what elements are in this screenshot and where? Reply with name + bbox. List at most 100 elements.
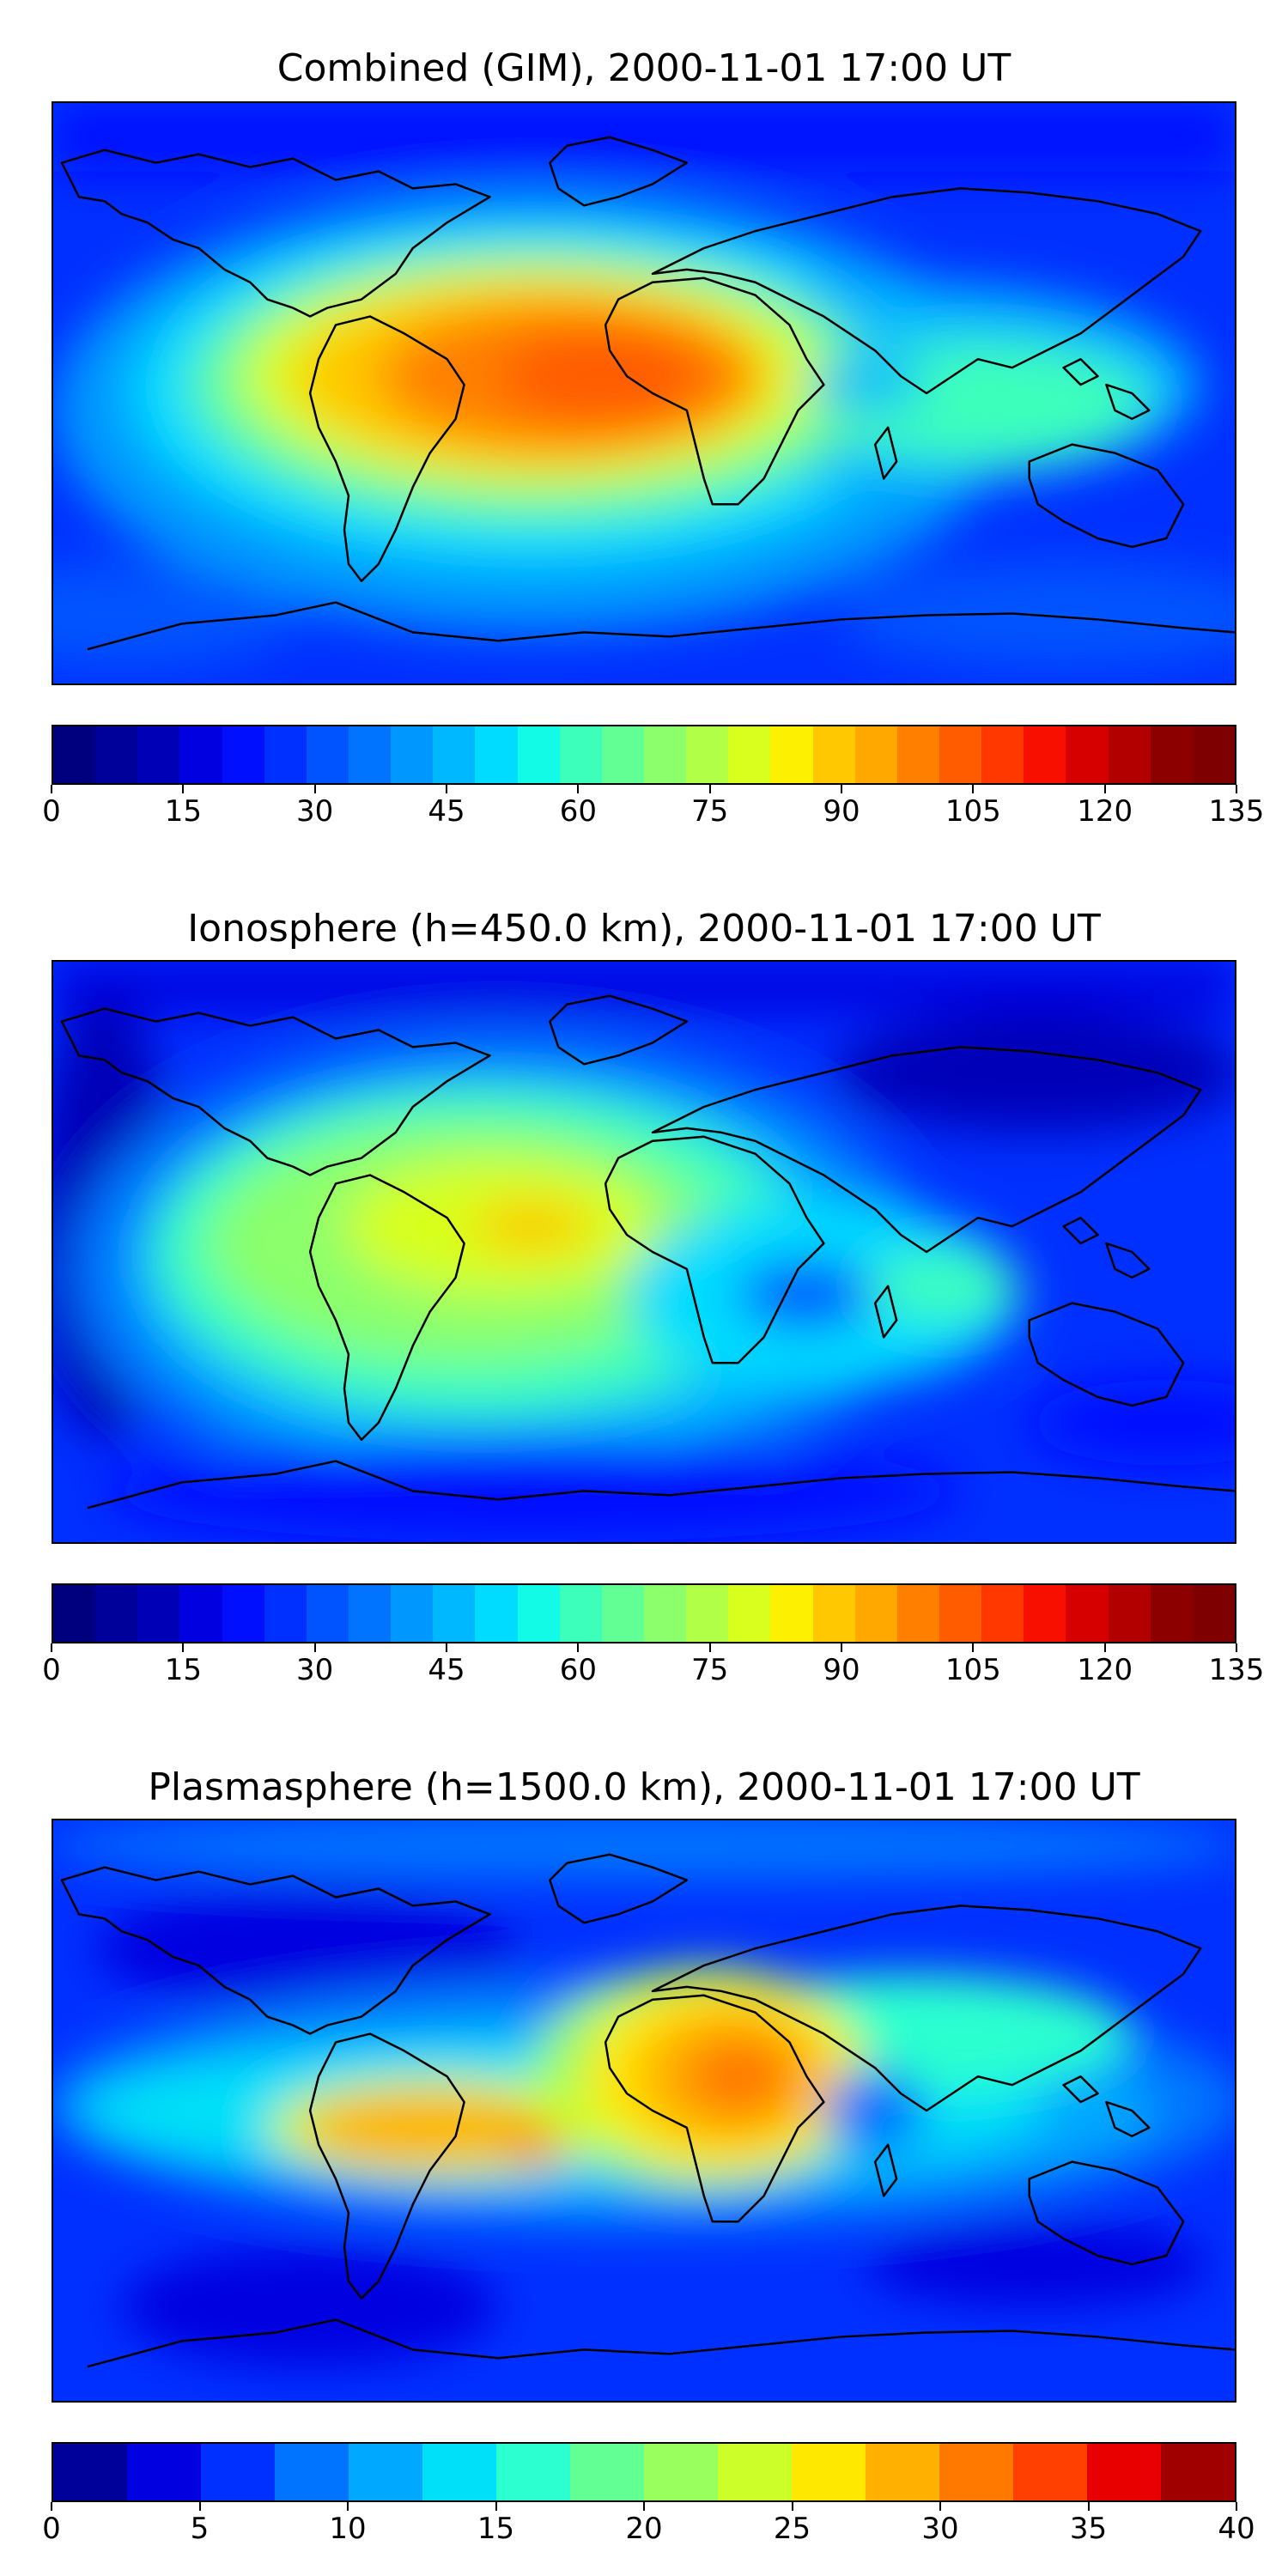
colorbar (52, 725, 1236, 785)
colorbar-ticks: 0 15 30 45 60 75 90 105 120 135 (42, 1643, 1264, 1695)
colorbar-segment (1024, 726, 1066, 783)
colorbar-ticks: 0 15 30 45 60 75 90 105 120 135 (42, 785, 1264, 836)
map-plasmasphere (52, 1819, 1236, 2403)
colorbar-tick-label: 30 (296, 1653, 334, 1687)
colorbar-tick-label: 20 (625, 2512, 663, 2546)
colorbar-tick-label: 105 (945, 1653, 1001, 1687)
colorbar-tick-label: 15 (477, 2512, 515, 2546)
colorbar-tick-label: 135 (1208, 794, 1265, 829)
colorbar-segment (601, 726, 644, 783)
coastlines (60, 136, 1235, 651)
colorbar-tick-label: 25 (773, 2512, 811, 2546)
colorbar-segment (1150, 1585, 1193, 1642)
colorbar-segment (854, 726, 897, 783)
colorbar-segment (391, 726, 434, 783)
colorbar-tick-label: 35 (1069, 2512, 1108, 2546)
panel-title: Plasmasphere (h=1500.0 km), 2000-11-01 1… (148, 1765, 1140, 1809)
colorbar-tick-label: 60 (559, 794, 597, 829)
colorbar-segment (718, 2444, 792, 2500)
colorbar-tick-label: 120 (1077, 1653, 1133, 1687)
colorbar-tick-label: 0 (42, 2512, 61, 2546)
colorbar-segment (1024, 1585, 1066, 1642)
colorbar-segment (53, 726, 96, 783)
tec-map-combined (53, 103, 1235, 683)
colorbar-segment (559, 726, 602, 783)
panel-ionosphere: Ionosphere (h=450.0 km), 2000-11-01 17:0… (0, 859, 1288, 1717)
colorbar-tick-label: 90 (823, 1653, 860, 1687)
colorbar-segment (179, 726, 222, 783)
colorbar-tick-label: 135 (1208, 1653, 1265, 1687)
colorbar-segment (1161, 2444, 1235, 2500)
colorbar (52, 1583, 1236, 1643)
colorbar (52, 2442, 1236, 2502)
colorbar-tick-label: 40 (1218, 2512, 1255, 2546)
colorbar-segment (939, 2444, 1013, 2500)
colorbar-segment (127, 2444, 201, 2500)
colorbar-tick-label: 120 (1077, 794, 1133, 829)
colorbar-segment (981, 726, 1024, 783)
colorbar-segment (275, 2444, 349, 2500)
panel-plasmasphere: Plasmasphere (h=1500.0 km), 2000-11-01 1… (0, 1717, 1288, 2576)
colorbar-segment (896, 726, 939, 783)
colorbar-segment (939, 1585, 982, 1642)
colorbar-segment (866, 2444, 939, 2500)
colorbar-segment (137, 1585, 180, 1642)
colorbar-segment (179, 1585, 222, 1642)
map-ionosphere (52, 960, 1236, 1544)
colorbar-segment (348, 1585, 392, 1642)
panel-title: Combined (GIM), 2000-11-01 17:00 UT (276, 46, 1012, 90)
colorbar-segment (792, 2444, 866, 2500)
colorbar-tick-label: 30 (296, 794, 334, 829)
colorbar-segment (644, 2444, 718, 2500)
colorbar-segment (643, 1585, 687, 1642)
coastlines (60, 1853, 1235, 2368)
colorbar-segment (95, 1585, 138, 1642)
panel-title: Ionosphere (h=450.0 km), 2000-11-01 17:0… (187, 907, 1101, 951)
colorbar-segment (264, 1585, 307, 1642)
colorbar-segment (348, 726, 392, 783)
colorbar-segment (686, 726, 729, 783)
colorbar-segment (812, 726, 855, 783)
tec-map-plasmasphere (53, 1820, 1235, 2401)
colorbar-segment (349, 2444, 422, 2500)
colorbar-segment (496, 2444, 570, 2500)
colorbar-segment (981, 1585, 1024, 1642)
colorbar-ticks: 0 5 10 15 20 25 30 35 40 (42, 2502, 1255, 2554)
colorbar-segment (1108, 726, 1151, 783)
colorbar-segment (433, 726, 476, 783)
colorbar-segment (422, 2444, 496, 2500)
colorbar-segment (475, 726, 518, 783)
colorbar-segment (601, 1585, 644, 1642)
colorbar-segment (570, 2444, 644, 2500)
colorbar-segment (728, 1585, 771, 1642)
colorbar-segment (1087, 2444, 1161, 2500)
colorbar-segment (306, 726, 349, 783)
colorbar-segment (896, 1585, 939, 1642)
colorbar-tick-label: 90 (823, 794, 860, 829)
colorbar-segment (1150, 726, 1193, 783)
colorbar-segment (53, 1585, 96, 1642)
colorbar-tick-label: 75 (691, 794, 729, 829)
colorbar-segment (559, 1585, 602, 1642)
colorbar-segment (770, 1585, 813, 1642)
colorbar-segment (306, 1585, 349, 1642)
colorbar-tick-label: 0 (42, 794, 61, 829)
colorbar-segment (137, 726, 180, 783)
colorbar-segment (1192, 726, 1235, 783)
colorbar-segment (222, 726, 264, 783)
colorbar-tick-label: 5 (190, 2512, 210, 2546)
colorbar-segment (770, 726, 813, 783)
colorbar-tick-label: 0 (42, 1653, 61, 1687)
colorbar-segment (475, 1585, 518, 1642)
colorbar-segment (1066, 1585, 1109, 1642)
colorbar-tick-label: 15 (164, 794, 202, 829)
colorbar-segment (939, 726, 982, 783)
colorbar-segment (686, 1585, 729, 1642)
colorbar-segment (517, 1585, 560, 1642)
colorbar-segment (264, 726, 307, 783)
colorbar-tick-label: 45 (428, 794, 465, 829)
colorbar-segment (1066, 726, 1109, 783)
colorbar-tick-label: 45 (428, 1653, 465, 1687)
colorbar-segment (812, 1585, 855, 1642)
colorbar-segment (643, 726, 687, 783)
